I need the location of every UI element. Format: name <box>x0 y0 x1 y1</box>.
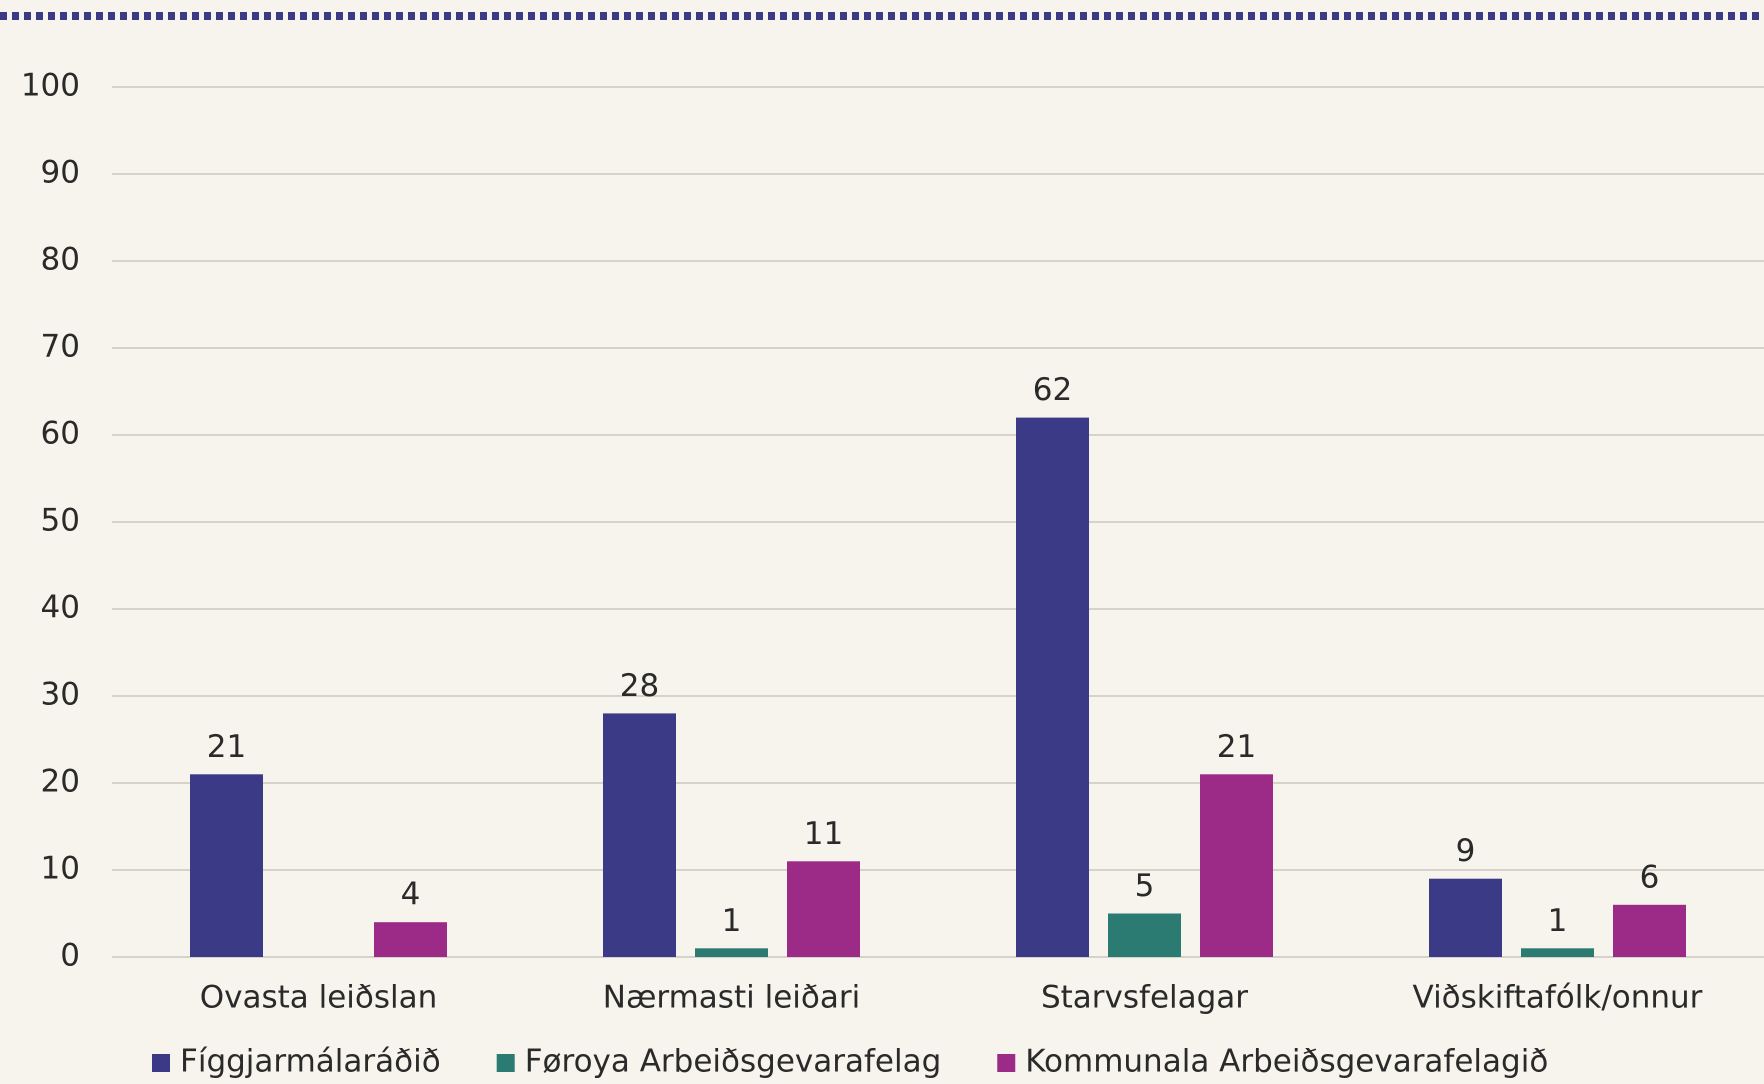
data-label: 1 <box>722 903 742 939</box>
data-label: 62 <box>1033 372 1072 408</box>
data-label: 21 <box>1217 729 1256 765</box>
y-tick-label: 0 <box>60 938 80 974</box>
y-tick-label: 70 <box>41 329 80 365</box>
bar <box>1429 878 1502 957</box>
data-label: 6 <box>1640 859 1660 895</box>
legend-swatch <box>997 1054 1016 1072</box>
x-tick-label: Starvsfelagar <box>1041 980 1248 1016</box>
legend-swatch <box>496 1054 515 1072</box>
data-label: 11 <box>804 816 843 852</box>
y-tick-label: 30 <box>41 677 80 713</box>
data-label: 21 <box>207 729 246 765</box>
legend-label: Kommunala Arbeiðsgevarafelagið <box>1025 1044 1548 1080</box>
bar <box>374 922 447 957</box>
y-tick-label: 50 <box>41 503 80 539</box>
y-tick-label: 90 <box>41 155 80 191</box>
y-tick-label: 100 <box>21 68 80 104</box>
data-label: 5 <box>1135 868 1155 904</box>
bar <box>695 948 768 957</box>
y-tick-label: 60 <box>41 416 80 452</box>
y-tick-label: 80 <box>41 242 80 278</box>
x-tick-label: Ovasta leiðslan <box>200 980 438 1016</box>
bar <box>1613 904 1686 957</box>
bar <box>1108 913 1181 957</box>
legend-label: Føroya Arbeiðsgevarafelag <box>525 1044 942 1080</box>
x-tick-label: Viðskiftafólk/onnur <box>1413 980 1703 1016</box>
bar <box>787 861 860 957</box>
bar <box>1521 948 1594 957</box>
legend-label: Fíggjarmálaráðið <box>180 1044 441 1080</box>
data-label: 1 <box>1548 903 1568 939</box>
y-tick-label: 40 <box>41 590 80 626</box>
y-tick-label: 20 <box>41 764 80 800</box>
bar <box>190 774 263 957</box>
bar <box>1200 774 1273 957</box>
data-label: 9 <box>1456 833 1476 869</box>
y-tick-label: 10 <box>41 851 80 887</box>
bar <box>1016 417 1089 958</box>
legend-swatch <box>152 1054 170 1072</box>
x-tick-label: Nærmasti leiðari <box>603 980 860 1016</box>
data-label: 4 <box>401 877 421 913</box>
data-label: 28 <box>620 668 659 704</box>
bar <box>603 713 676 957</box>
